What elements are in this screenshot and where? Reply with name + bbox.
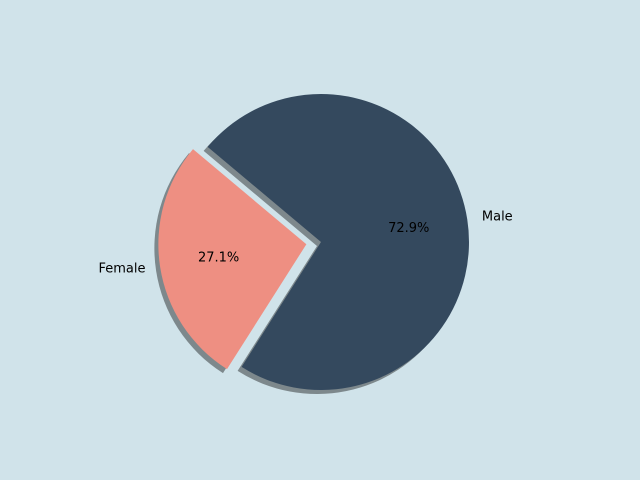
- percent-label: 27.1%: [198, 250, 239, 265]
- wedge: [158, 149, 307, 370]
- wedge-label: Male: [482, 210, 513, 225]
- percent-label: 72.9%: [388, 221, 429, 236]
- wedge: [207, 94, 469, 391]
- wedge-label: Female: [98, 262, 145, 277]
